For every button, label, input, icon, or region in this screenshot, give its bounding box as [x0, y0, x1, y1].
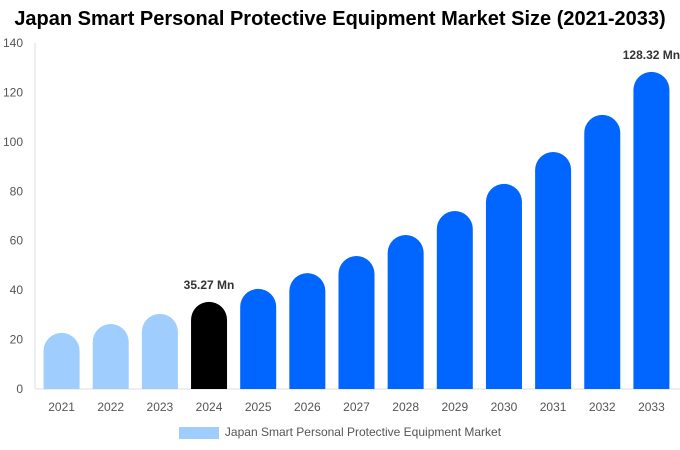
legend-swatch	[178, 426, 219, 439]
x-tick-label: 2022	[97, 400, 124, 414]
x-tick-label: 2029	[441, 400, 468, 414]
legend-label: Japan Smart Personal Protective Equipmen…	[224, 425, 502, 439]
bar-2032	[584, 114, 621, 389]
bar-2024	[191, 301, 228, 389]
y-tick-label: 0	[16, 382, 23, 396]
bar-2023	[141, 313, 178, 389]
data-label: 128.32 Mn	[623, 48, 680, 62]
x-tick-label: 2025	[245, 400, 272, 414]
x-tick-label: 2027	[343, 400, 370, 414]
x-tick-label: 2021	[48, 400, 75, 414]
bar-2029	[436, 211, 473, 389]
chart-title: Japan Smart Personal Protective Equipmen…	[14, 8, 666, 30]
x-tick-label: 2028	[392, 400, 419, 414]
x-tick-label: 2026	[294, 400, 321, 414]
bar-2022	[92, 324, 129, 389]
bar-2025	[240, 288, 277, 389]
y-tick-label: 40	[10, 283, 24, 297]
bar-2021	[43, 332, 80, 389]
y-tick-label: 60	[10, 234, 24, 248]
legend: Japan Smart Personal Protective Equipmen…	[0, 425, 680, 439]
x-tick-label: 2024	[196, 400, 223, 414]
x-tick-label: 2032	[589, 400, 616, 414]
x-tick-label: 2023	[147, 400, 174, 414]
y-tick-label: 140	[3, 36, 23, 50]
bar-2031	[535, 151, 572, 389]
x-tick-label: 2031	[540, 400, 567, 414]
bar-2026	[289, 273, 326, 389]
bar-2033	[633, 71, 670, 390]
y-tick-label: 20	[10, 333, 24, 347]
y-tick-label: 100	[3, 135, 23, 149]
y-tick-label: 80	[10, 184, 24, 198]
bar-2030	[485, 183, 522, 389]
bar-2027	[338, 256, 375, 389]
x-tick-label: 2033	[638, 400, 665, 414]
x-tick-label: 2030	[491, 400, 518, 414]
data-label: 35.27 Mn	[184, 278, 235, 292]
bar-2028	[387, 235, 424, 389]
y-tick-label: 120	[3, 85, 23, 99]
